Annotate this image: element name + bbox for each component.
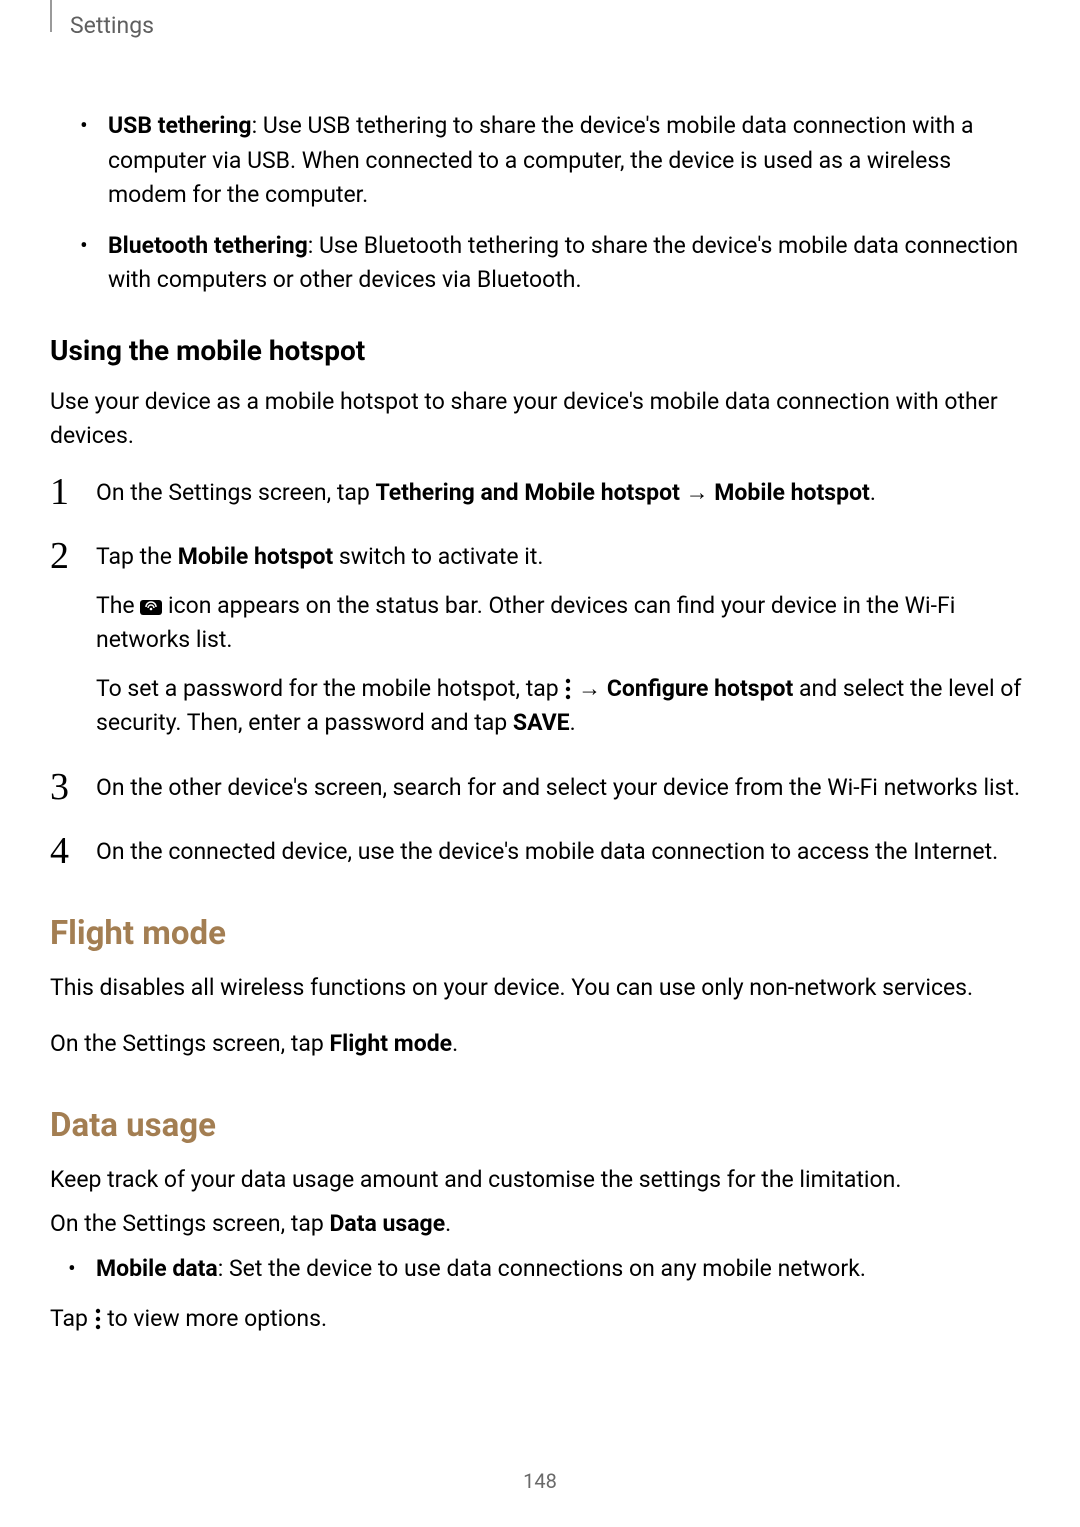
step-number: 2 bbox=[50, 528, 69, 585]
text-bold: Mobile hotspot bbox=[714, 479, 870, 506]
text-fragment: To set a password for the mobile hotspot… bbox=[96, 675, 564, 702]
page-content: USB tethering: Use USB tethering to shar… bbox=[50, 109, 1030, 1337]
bullet-title: Bluetooth tethering bbox=[108, 232, 308, 259]
list-item: USB tethering: Use USB tethering to shar… bbox=[108, 109, 1030, 213]
text-fragment: Tap bbox=[50, 1305, 94, 1332]
arrow-icon: → bbox=[680, 479, 714, 506]
more-icon bbox=[94, 1306, 102, 1328]
text-bold: Tethering and Mobile hotspot bbox=[375, 479, 679, 506]
text-fragment: . bbox=[870, 479, 876, 506]
step-item: 2 Tap the Mobile hotspot switch to activ… bbox=[50, 540, 1030, 741]
text-bold: Mobile hotspot bbox=[178, 543, 334, 570]
data-usage-bullet-list: Mobile data: Set the device to use data … bbox=[50, 1252, 1030, 1287]
flight-mode-heading: Flight mode bbox=[50, 914, 1030, 953]
list-item: Mobile data: Set the device to use data … bbox=[96, 1252, 1030, 1287]
step-number: 3 bbox=[50, 759, 69, 816]
flight-mode-section: Flight mode This disables all wireless f… bbox=[50, 914, 1030, 1062]
step-text: On the connected device, use the device'… bbox=[96, 838, 998, 865]
data-usage-heading: Data usage bbox=[50, 1106, 1030, 1145]
page-number: 148 bbox=[0, 1469, 1080, 1493]
step-text: On the other device's screen, search for… bbox=[96, 774, 1020, 801]
text-fragment: to view more options. bbox=[102, 1305, 327, 1332]
text-fragment: icon appears on the status bar. Other de… bbox=[96, 592, 955, 654]
step-number: 1 bbox=[50, 464, 69, 521]
text-bold: Flight mode bbox=[329, 1030, 452, 1057]
bullet-title: Mobile data bbox=[96, 1255, 218, 1282]
text-fragment: Tap the bbox=[96, 543, 178, 570]
text-fragment: . bbox=[570, 709, 576, 736]
list-item: Bluetooth tethering: Use Bluetooth tethe… bbox=[108, 229, 1030, 298]
step-sub-text: To set a password for the mobile hotspot… bbox=[96, 672, 1030, 741]
text-fragment: switch to activate it. bbox=[333, 543, 543, 570]
text-fragment: The bbox=[96, 592, 140, 619]
text-bold: Data usage bbox=[329, 1210, 445, 1237]
step-sub-text: The icon appears on the status bar. Othe… bbox=[96, 589, 1030, 658]
hotspot-intro: Use your device as a mobile hotspot to s… bbox=[50, 385, 1030, 454]
step-item: 1 On the Settings screen, tap Tethering … bbox=[50, 476, 1030, 511]
text-fragment: . bbox=[452, 1030, 458, 1057]
header-divider bbox=[50, 0, 52, 32]
flight-mode-text: This disables all wireless functions on … bbox=[50, 971, 1030, 1006]
text-bold: Configure hotspot bbox=[607, 675, 793, 702]
step-sub: The icon appears on the status bar. Othe… bbox=[96, 589, 1030, 741]
text-fragment: . bbox=[445, 1210, 451, 1237]
hotspot-icon bbox=[140, 591, 162, 609]
bullet-text: : Set the device to use data connections… bbox=[218, 1255, 866, 1282]
step-number: 4 bbox=[50, 823, 69, 880]
text-fragment: On the Settings screen, tap bbox=[50, 1030, 329, 1057]
document-page: Settings USB tethering: Use USB tetherin… bbox=[0, 0, 1080, 1337]
data-usage-section: Data usage Keep track of your data usage… bbox=[50, 1106, 1030, 1337]
hotspot-subheading: Using the mobile hotspot bbox=[50, 334, 1030, 367]
text-bold: SAVE bbox=[513, 709, 570, 736]
text-fragment: On the Settings screen, tap bbox=[50, 1210, 329, 1237]
page-header: Settings bbox=[50, 20, 1030, 39]
header-title: Settings bbox=[70, 12, 154, 39]
data-usage-nav: On the Settings screen, tap Data usage. bbox=[50, 1207, 1030, 1242]
step-text: On the Settings screen, tap Tethering an… bbox=[96, 479, 876, 506]
data-usage-more: Tap to view more options. bbox=[50, 1302, 1030, 1337]
step-item: 4 On the connected device, use the devic… bbox=[50, 835, 1030, 870]
data-usage-text: Keep track of your data usage amount and… bbox=[50, 1163, 1030, 1198]
step-text: Tap the Mobile hotspot switch to activat… bbox=[96, 543, 544, 570]
bullet-title: USB tethering bbox=[108, 112, 252, 139]
tethering-bullet-list: USB tethering: Use USB tethering to shar… bbox=[50, 109, 1030, 298]
hotspot-steps: 1 On the Settings screen, tap Tethering … bbox=[50, 476, 1030, 870]
flight-mode-nav: On the Settings screen, tap Flight mode. bbox=[50, 1027, 1030, 1062]
step-item: 3 On the other device's screen, search f… bbox=[50, 771, 1030, 806]
text-fragment: On the Settings screen, tap bbox=[96, 479, 375, 506]
arrow-icon: → bbox=[572, 675, 606, 702]
